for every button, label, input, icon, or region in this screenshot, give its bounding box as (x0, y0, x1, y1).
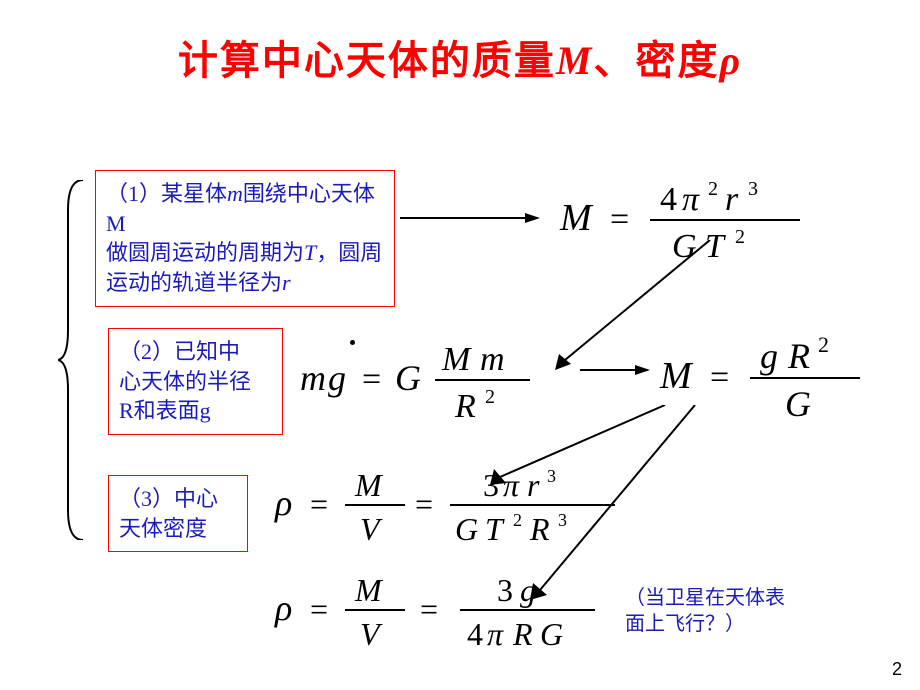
title-rho: ρ (719, 38, 742, 83)
f4-r: r (527, 467, 540, 503)
title-mid: 、密度 (593, 38, 719, 83)
f4-V: V (360, 511, 383, 547)
f3-eq: = (710, 359, 729, 396)
f1-sq: 2 (708, 178, 718, 200)
f4-G: G (455, 511, 478, 547)
brace-icon (58, 180, 88, 540)
footnote-l2: 面上飞行？） (625, 613, 745, 635)
f1-4: 4 (660, 181, 677, 218)
f2-m: m (300, 358, 326, 398)
f4-M: M (354, 467, 384, 503)
f4-T: T (485, 511, 505, 547)
f4-R3: 3 (558, 510, 567, 530)
f2-G: G (395, 358, 421, 398)
condition-box-1: （1）某星体m围绕中心天体M 做圆周运动的周期为T，圆周 运动的轨道半径为r (95, 170, 395, 307)
f1-M: M (559, 197, 594, 239)
condition-box-2: （2）已知中 心天体的半径 R和表面g (108, 328, 283, 435)
f5-pi: π (487, 616, 504, 652)
f4-eq2: = (415, 486, 433, 522)
f2-mm: m (480, 341, 505, 378)
box1-l1a: （1）某星体 (106, 181, 227, 206)
f5-eq2: = (420, 591, 438, 627)
f2-g: g (328, 358, 346, 398)
f1-cb: 3 (748, 178, 758, 200)
condition-box-3: （3）中心 天体密度 (108, 475, 248, 552)
box2-l3: R和表面g (119, 398, 211, 423)
f5-R: R (512, 616, 533, 652)
f3-R: R (787, 336, 810, 376)
title-M: M (556, 38, 594, 83)
box1-l2a: 做圆周运动的周期为 (106, 240, 304, 265)
box2-l2: 心天体的半径 (119, 369, 251, 394)
box1-m: m (227, 181, 243, 206)
f2-R2: 2 (485, 386, 495, 408)
f4-eq1: = (310, 486, 328, 522)
f4-pi: π (503, 467, 520, 503)
f1-eq: = (610, 201, 629, 238)
box3-l2: 天体密度 (119, 516, 207, 541)
f3-G: G (785, 384, 811, 424)
f2-eq: = (362, 361, 381, 398)
f5-M: M (354, 572, 384, 608)
box1-l3a: 运动的轨道半径为 (106, 270, 282, 295)
f5-rho: ρ (274, 588, 292, 628)
formula-surface-gravity: m g = G M m R 2 (300, 335, 580, 433)
f1-pi: π (682, 181, 700, 218)
f5-4: 4 (467, 616, 483, 652)
f5-3: 3 (497, 572, 513, 608)
f4-R: R (529, 511, 550, 547)
f3-R2: 2 (818, 332, 829, 357)
f5-G: G (540, 616, 563, 652)
page-number: 2 (892, 659, 902, 680)
f2-R: R (454, 388, 476, 425)
f5-g: g (520, 572, 536, 608)
box1-T: T (304, 240, 316, 265)
f1-G: G (672, 228, 697, 265)
footnote: （当卫星在天体表 面上飞行？） (625, 585, 785, 637)
formula-density-1: ρ = M V = 3 π r 3 G T 2 R 3 (275, 460, 675, 558)
box1-r: r (282, 270, 291, 295)
f5-eq1: = (310, 591, 328, 627)
formula-density-2: ρ = M V = 3 g 4 π R G (275, 565, 655, 663)
slide-title: 计算中心天体的质量M、密度ρ (0, 0, 920, 86)
f1-T: T (705, 228, 726, 265)
formula-mass-from-period: M = 4 π 2 r 3 G T 2 (560, 175, 840, 273)
f2-M: M (441, 341, 472, 378)
f1-T2: 2 (735, 226, 745, 248)
formula-mass-from-g: M = g R 2 G (660, 330, 890, 433)
box3-l1: （3）中心 (119, 486, 218, 511)
box1-l2b: ，圆周 (316, 240, 382, 265)
f4-rho: ρ (274, 483, 292, 523)
f4-3: 3 (483, 467, 499, 503)
f3-M: M (659, 355, 694, 397)
f1-r: r (725, 181, 739, 218)
footnote-l1: （当卫星在天体表 (625, 587, 785, 609)
arrow-icon (400, 208, 540, 228)
f3-g: g (760, 336, 778, 376)
f4-r3: 3 (547, 466, 556, 486)
title-prefix: 计算中心天体的质量 (178, 38, 556, 83)
f4-T2: 2 (513, 510, 522, 530)
f5-V: V (360, 616, 383, 652)
box2-l1: （2）已知中 (119, 339, 240, 364)
